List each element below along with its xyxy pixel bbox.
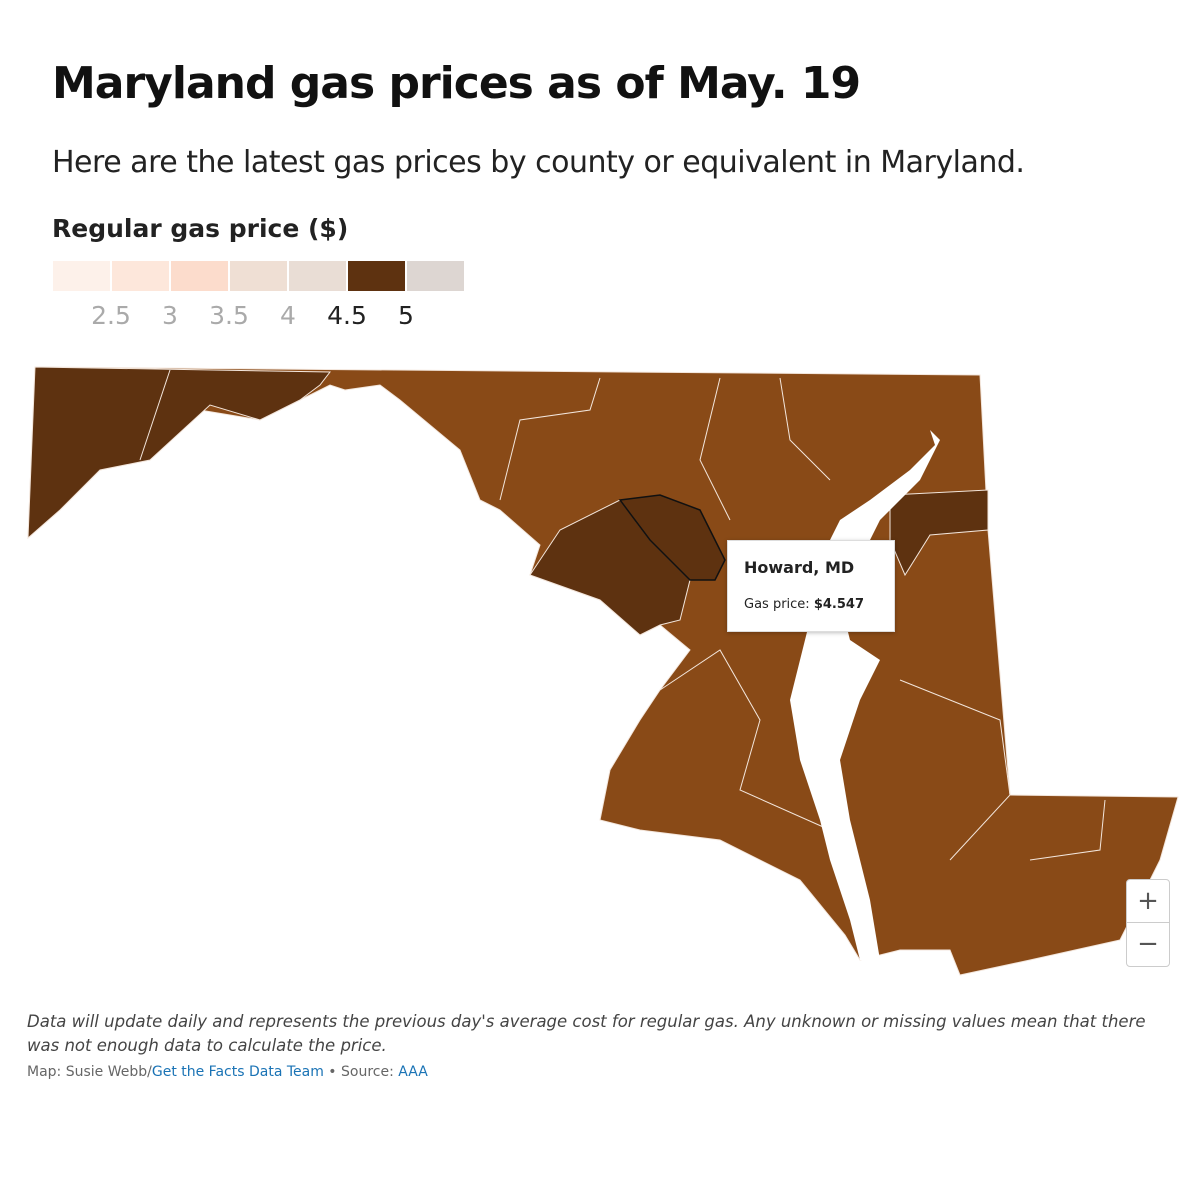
- legend-tick-label: 4.5: [327, 301, 367, 330]
- county-border: [699, 377, 731, 521]
- legend-swatch: [289, 261, 346, 291]
- county-border: [1029, 799, 1106, 861]
- legend-tick-label: 2.5: [91, 301, 131, 330]
- legend-tick-label: 5: [398, 301, 414, 330]
- legend-swatch: [348, 261, 405, 291]
- subtitle: Here are the latest gas prices by county…: [52, 145, 1025, 180]
- zoom-out[interactable]: −: [1137, 929, 1159, 959]
- county-border: [659, 649, 831, 831]
- credit: Map: Susie Webb/Get the Facts Data Team …: [27, 1064, 428, 1080]
- legend-swatch: [407, 261, 464, 291]
- tooltip-county: Howard, MD: [744, 558, 855, 577]
- county-highlight: [618, 494, 726, 581]
- legend-swatch: [112, 261, 169, 291]
- map: [27, 366, 1179, 976]
- tooltip-value: $4.547: [813, 597, 864, 612]
- county-dark: [529, 499, 691, 636]
- legend-swatch: [230, 261, 287, 291]
- legend-tick-label: 4: [280, 301, 296, 330]
- county-border: [779, 377, 831, 481]
- tooltip-label: Gas price:: [744, 597, 810, 612]
- zoom-in[interactable]: +: [1127, 880, 1169, 923]
- source-link[interactable]: AAA: [398, 1064, 428, 1080]
- separator: • Source:: [323, 1064, 399, 1080]
- credit-prefix: Map: Susie Webb/: [27, 1064, 152, 1080]
- county-border: [499, 377, 601, 501]
- legend-title: Regular gas price ($): [52, 214, 349, 243]
- legend-tick-label: 3.5: [209, 301, 249, 330]
- legend-swatch: [171, 261, 228, 291]
- footnote: Data will update daily and represents th…: [27, 1012, 1146, 1055]
- county-border: [899, 679, 1011, 861]
- county-dark: [27, 366, 332, 540]
- tooltip-price: Gas price: $4.547: [744, 597, 864, 612]
- legend: 2.5 3 3.5 4 4.5 5: [53, 261, 464, 330]
- county-border: [139, 369, 171, 461]
- legend-swatch: [53, 261, 110, 291]
- legend-tick-label: 3: [162, 301, 178, 330]
- credit-link[interactable]: Get the Facts Data Team: [151, 1064, 324, 1080]
- title: Maryland gas prices as of May. 19: [52, 58, 861, 109]
- zoom-control: + −: [1126, 879, 1170, 967]
- tooltip: Howard, MD Gas price: $4.547: [727, 540, 895, 632]
- state-area: [27, 366, 1179, 976]
